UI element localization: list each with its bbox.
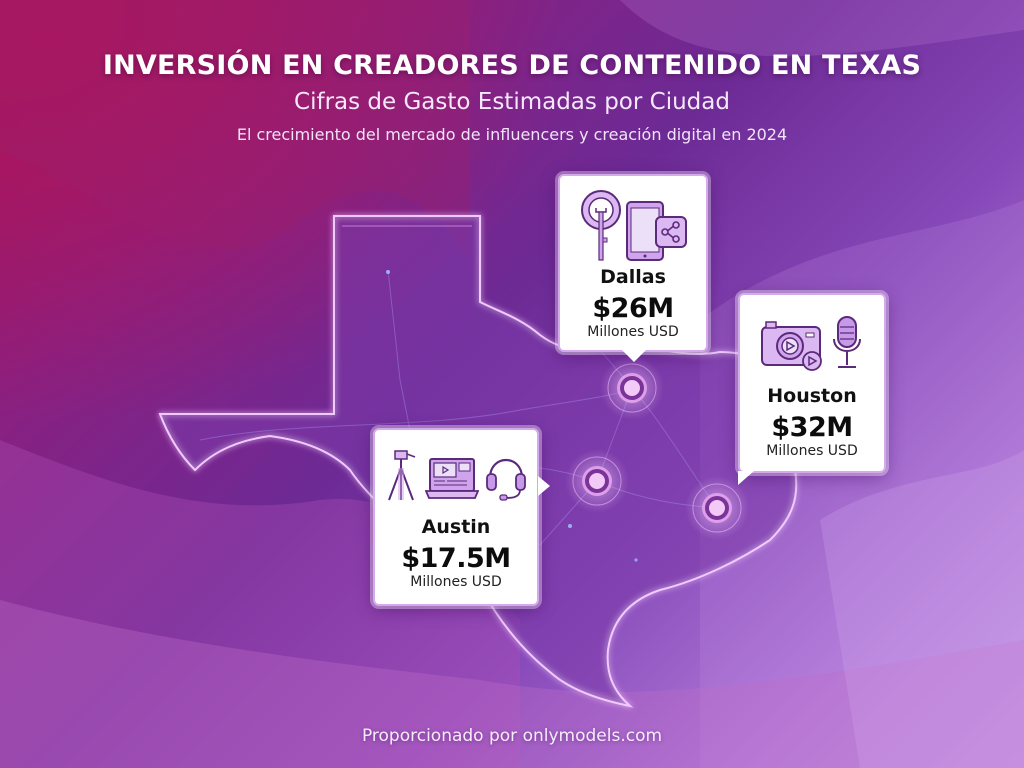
card-pointer <box>738 471 754 485</box>
tripod-icon <box>388 450 416 501</box>
houston-icons <box>740 311 884 371</box>
camera-icon <box>761 321 822 371</box>
header: INVERSIÓN EN CREADORES DE CONTENIDO EN T… <box>0 50 1024 144</box>
austin-icons <box>375 448 537 502</box>
headset-icon <box>486 459 526 501</box>
page-title: INVERSIÓN EN CREADORES DE CONTENIDO EN T… <box>102 50 922 81</box>
marker-austin[interactable] <box>565 449 629 513</box>
city-name: Dallas <box>600 266 666 288</box>
city-amount: $17.5M <box>401 543 511 574</box>
city-amount: $26M <box>592 293 674 324</box>
tablet-icon <box>626 201 664 261</box>
city-name: Austin <box>421 516 491 538</box>
city-name: Houston <box>767 385 857 407</box>
card-pointer <box>538 476 550 496</box>
play-icon <box>802 351 822 371</box>
ring-light-icon <box>581 190 621 261</box>
city-card-dallas[interactable]: Dallas $26M Millones USD <box>558 174 708 362</box>
city-card-austin[interactable]: Austin $17.5M Millones USD <box>373 428 550 606</box>
marker-houston[interactable] <box>685 476 749 540</box>
share-icon <box>655 216 687 248</box>
city-unit: Millones USD <box>410 573 502 590</box>
dallas-icons <box>560 186 706 264</box>
laptop-video-icon <box>425 458 479 499</box>
microphone-icon <box>833 316 861 368</box>
city-unit: Millones USD <box>587 323 679 340</box>
city-unit: Millones USD <box>766 442 858 459</box>
city-card-houston[interactable]: Houston $32M Millones USD <box>738 293 886 485</box>
card-pointer <box>622 350 646 362</box>
marker-dallas[interactable] <box>600 356 664 420</box>
page-subtitle: Cifras de Gasto Estimadas por Ciudad <box>294 89 730 115</box>
page-tagline: El crecimiento del mercado de influencer… <box>236 125 788 144</box>
city-amount: $32M <box>771 412 853 443</box>
footer-credit: Proporcionado por onlymodels.com <box>361 726 663 746</box>
